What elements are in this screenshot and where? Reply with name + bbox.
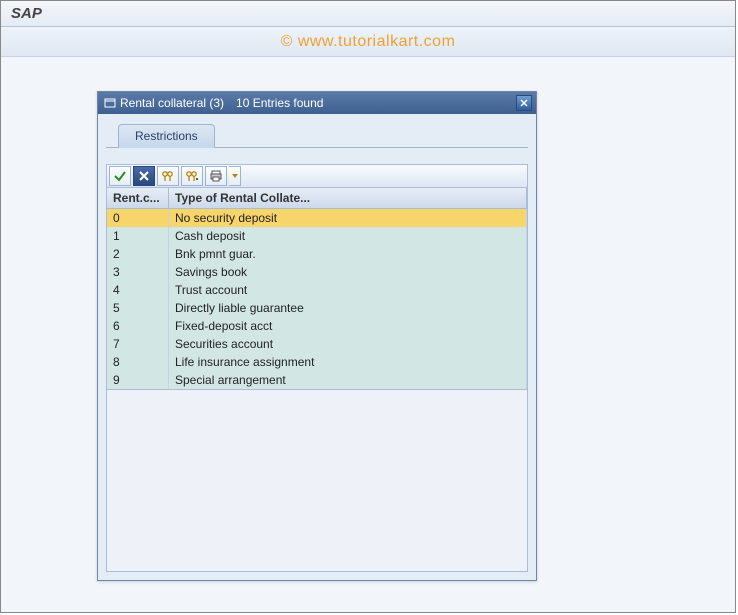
search-help-dialog: Rental collateral (3) 10 Entries found R…	[97, 91, 537, 581]
table-row[interactable]: 2Bnk pmnt guar.	[107, 245, 527, 263]
table-row[interactable]: 7Securities account	[107, 335, 527, 353]
cell-code: 0	[107, 209, 169, 227]
print-dropdown[interactable]	[229, 166, 241, 186]
cell-code: 6	[107, 317, 169, 335]
find-next-button[interactable]	[181, 166, 203, 186]
cell-type: Savings book	[169, 263, 527, 281]
table-row[interactable]: 8Life insurance assignment	[107, 353, 527, 371]
app-title: SAP	[11, 5, 42, 22]
table-row[interactable]: 4Trust account	[107, 281, 527, 299]
col-header-code[interactable]: Rent.c...	[107, 188, 169, 208]
table-row[interactable]: 1Cash deposit	[107, 227, 527, 245]
table-header: Rent.c... Type of Rental Collate...	[107, 188, 527, 209]
dialog-entries-found: 10 Entries found	[236, 96, 323, 110]
cell-type: Fixed-deposit acct	[169, 317, 527, 335]
dialog-title: Rental collateral (3)	[120, 96, 224, 110]
cell-code: 8	[107, 353, 169, 371]
print-button[interactable]	[205, 166, 227, 186]
subheader: © www.tutorialkart.com	[1, 27, 735, 57]
cell-code: 9	[107, 371, 169, 389]
cell-code: 2	[107, 245, 169, 263]
app-window: SAP © www.tutorialkart.com Rental collat…	[0, 0, 736, 613]
cell-code: 7	[107, 335, 169, 353]
table-row[interactable]: 5Directly liable guarantee	[107, 299, 527, 317]
cell-code: 5	[107, 299, 169, 317]
tabstrip: Restrictions	[106, 120, 528, 148]
table-row[interactable]: 3Savings book	[107, 263, 527, 281]
cell-code: 4	[107, 281, 169, 299]
table-empty-area	[106, 390, 528, 572]
toolbar	[106, 164, 528, 188]
cancel-button[interactable]	[133, 166, 155, 186]
watermark-text: © www.tutorialkart.com	[281, 33, 456, 51]
table-body: 0No security deposit1Cash deposit2Bnk pm…	[107, 209, 527, 389]
tab-restrictions[interactable]: Restrictions	[118, 124, 215, 148]
dialog-icon	[104, 97, 116, 109]
table-row[interactable]: 9Special arrangement	[107, 371, 527, 389]
find-button[interactable]	[157, 166, 179, 186]
cell-type: Directly liable guarantee	[169, 299, 527, 317]
table-row[interactable]: 0No security deposit	[107, 209, 527, 227]
titlebar: SAP	[1, 1, 735, 27]
content-area: Rental collateral (3) 10 Entries found R…	[1, 57, 735, 612]
result-table: Rent.c... Type of Rental Collate... 0No …	[106, 188, 528, 390]
col-header-type[interactable]: Type of Rental Collate...	[169, 188, 527, 208]
cell-code: 1	[107, 227, 169, 245]
cell-type: Securities account	[169, 335, 527, 353]
cell-type: Trust account	[169, 281, 527, 299]
cell-type: Cash deposit	[169, 227, 527, 245]
cell-type: No security deposit	[169, 209, 527, 227]
accept-button[interactable]	[109, 166, 131, 186]
cell-type: Bnk pmnt guar.	[169, 245, 527, 263]
cell-type: Life insurance assignment	[169, 353, 527, 371]
cell-code: 3	[107, 263, 169, 281]
dialog-titlebar: Rental collateral (3) 10 Entries found	[98, 92, 536, 114]
dialog-body: Restrictions	[98, 114, 536, 580]
close-icon[interactable]	[516, 95, 532, 111]
cell-type: Special arrangement	[169, 371, 527, 389]
table-row[interactable]: 6Fixed-deposit acct	[107, 317, 527, 335]
